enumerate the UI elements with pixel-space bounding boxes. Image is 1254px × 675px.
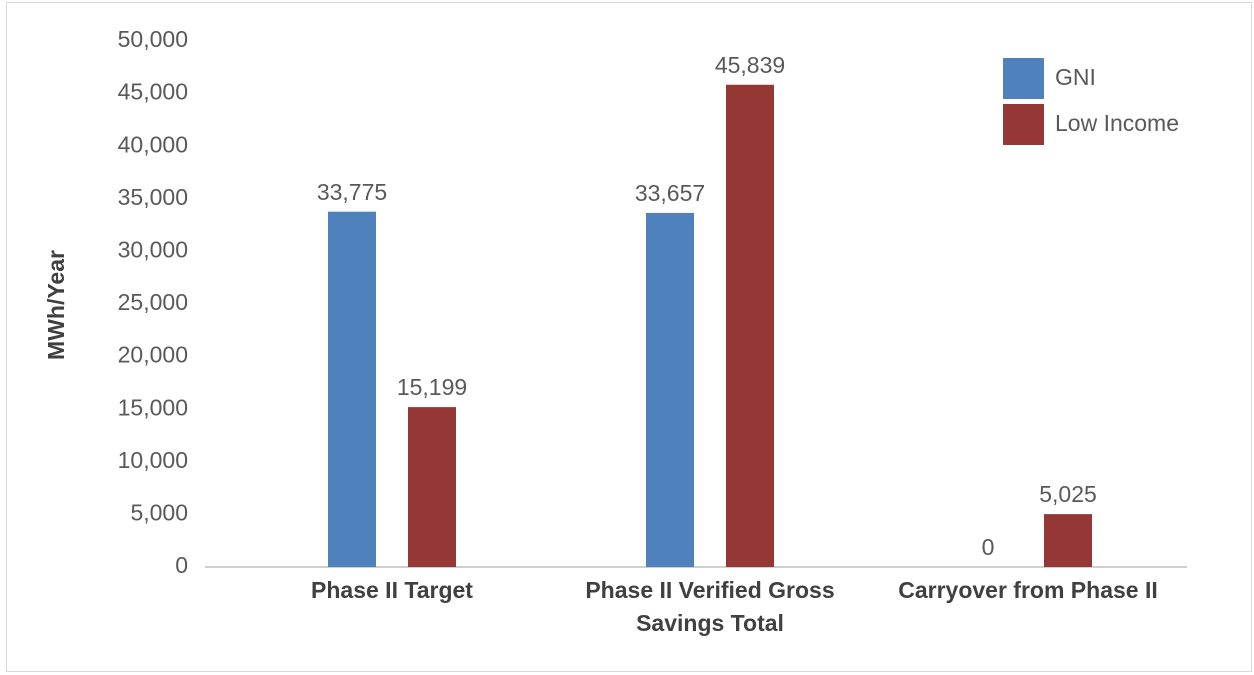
bar xyxy=(1044,514,1092,567)
data-label: 33,657 xyxy=(635,180,705,206)
y-tick-label: 10,000 xyxy=(118,447,188,473)
bar xyxy=(328,211,376,567)
y-axis-title: MWh/Year xyxy=(43,250,69,360)
bar xyxy=(646,212,694,568)
bar xyxy=(408,407,456,567)
x-tick-label: Phase II Target xyxy=(311,577,473,603)
legend-label: Low Income xyxy=(1055,110,1179,136)
y-tick-label: 50,000 xyxy=(118,26,188,52)
y-tick-label: 20,000 xyxy=(118,342,188,368)
y-tick-label: 30,000 xyxy=(118,236,188,262)
y-tick-label: 15,000 xyxy=(118,394,188,420)
y-tick-label: 40,000 xyxy=(118,131,188,157)
chart-frame xyxy=(6,2,1252,672)
y-tick-label: 0 xyxy=(175,552,188,578)
data-label: 45,839 xyxy=(715,52,785,78)
data-label: 0 xyxy=(982,534,995,560)
data-label: 33,775 xyxy=(317,179,387,205)
y-tick-label: 45,000 xyxy=(118,79,188,105)
y-tick-label: 5,000 xyxy=(130,499,188,525)
bar xyxy=(726,84,774,568)
x-tick-label: Phase II Verified Gross Savings Total xyxy=(585,577,834,636)
y-tick-label: 25,000 xyxy=(118,289,188,315)
data-label: 5,025 xyxy=(1039,481,1097,507)
data-label: 15,199 xyxy=(397,374,467,400)
legend-label: GNI xyxy=(1055,64,1096,90)
legend-swatch xyxy=(1003,104,1044,145)
x-tick-label: Carryover from Phase II xyxy=(898,577,1158,603)
y-tick-label: 35,000 xyxy=(118,184,188,210)
legend-swatch xyxy=(1003,58,1044,99)
